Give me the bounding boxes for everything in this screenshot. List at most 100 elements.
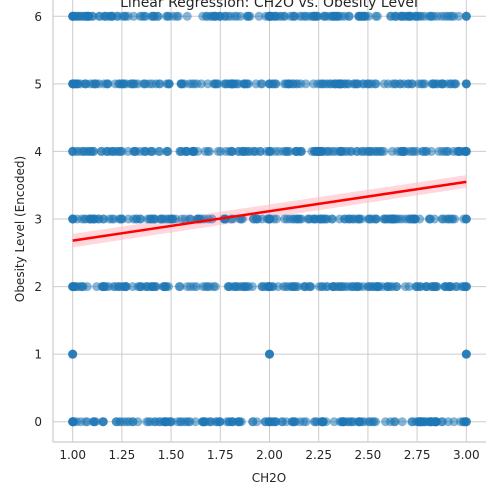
x-tick-label: 2.75	[404, 448, 431, 462]
regression-line-group	[72, 180, 467, 242]
scatter-point	[304, 214, 314, 224]
scatter-point	[427, 11, 437, 21]
scatter-points	[68, 11, 471, 427]
scatter-point	[200, 146, 210, 156]
scatter-point	[185, 214, 195, 224]
scatter-point	[265, 214, 274, 224]
scatter-point	[332, 11, 342, 21]
scatter-point	[249, 214, 259, 224]
scatter-point	[233, 146, 243, 156]
scatter-point	[388, 79, 398, 89]
x-tick-label: 1.75	[207, 448, 234, 462]
scatter-point	[227, 417, 237, 427]
scatter-point	[370, 79, 380, 89]
scatter-point	[386, 11, 396, 21]
scatter-point	[110, 79, 120, 89]
scatter-point	[250, 146, 260, 156]
y-tick-label: 1	[34, 348, 42, 362]
chart-title: Linear Regression: CH2O vs. Obesity Leve…	[120, 0, 418, 11]
scatter-point	[154, 79, 164, 89]
scatter-point	[317, 214, 327, 224]
scatter-point	[114, 214, 124, 224]
y-tick-label: 4	[34, 145, 42, 159]
scatter-point	[444, 282, 454, 292]
scatter-point	[244, 146, 254, 156]
scatter-point	[461, 417, 471, 427]
scatter-point	[403, 11, 413, 21]
scatter-point	[198, 282, 208, 292]
scatter-point	[190, 417, 200, 427]
scatter-point	[338, 417, 348, 427]
y-tick-label: 6	[34, 10, 42, 24]
y-tick-label: 3	[34, 213, 42, 227]
scatter-point	[281, 146, 291, 156]
scatter-point	[358, 79, 368, 89]
scatter-point	[128, 282, 138, 292]
scatter-point	[314, 282, 324, 292]
scatter-point	[226, 11, 236, 21]
scatter-point	[353, 417, 363, 427]
scatter-point	[317, 417, 327, 427]
scatter-point	[200, 417, 210, 427]
x-tick-label: 1.50	[158, 448, 185, 462]
scatter-point	[288, 79, 298, 89]
scatter-point	[227, 146, 237, 156]
scatter-point	[344, 11, 354, 21]
scatter-point	[443, 146, 453, 156]
scatter-point	[327, 214, 337, 224]
scatter-point	[410, 11, 420, 21]
scatter-point	[68, 146, 78, 156]
scatter-point	[244, 11, 254, 21]
scatter-point	[203, 79, 213, 89]
scatter-point	[265, 417, 274, 427]
scatter-point	[126, 79, 136, 89]
scatter-point	[407, 146, 417, 156]
scatter-point	[299, 282, 309, 292]
scatter-point	[174, 282, 184, 292]
scatter-point	[379, 79, 389, 89]
scatter-point	[426, 146, 436, 156]
scatter-point	[68, 349, 78, 359]
scatter-point	[371, 214, 381, 224]
scatter-point	[429, 417, 439, 427]
x-tick-label: 2.50	[355, 448, 382, 462]
scatter-point	[147, 79, 157, 89]
scatter-point	[123, 146, 133, 156]
scatter-point	[461, 79, 471, 89]
scatter-point	[311, 11, 321, 21]
scatter-point	[390, 417, 400, 427]
scatter-point	[349, 282, 359, 292]
scatter-point	[352, 146, 362, 156]
scatter-point	[68, 79, 78, 89]
scatter-point	[159, 282, 169, 292]
scatter-point	[429, 79, 439, 89]
scatter-point	[164, 79, 174, 89]
scatter-point	[99, 214, 109, 224]
scatter-point	[123, 214, 133, 224]
scatter-point	[283, 282, 293, 292]
scatter-point	[219, 79, 229, 89]
y-tick-labels: 0 1 2 3 4 5 6	[34, 10, 42, 429]
scatter-point	[212, 79, 222, 89]
y-tick-label: 0	[34, 415, 42, 429]
scatter-point	[320, 11, 330, 21]
scatter-point	[345, 214, 355, 224]
scatter-point	[280, 11, 290, 21]
regression-line	[72, 180, 467, 242]
scatter-point	[461, 282, 471, 292]
scatter-point	[162, 146, 172, 156]
scatter-point	[77, 214, 87, 224]
scatter-point	[168, 214, 178, 224]
scatter-point	[82, 417, 92, 427]
scatter-point	[206, 417, 216, 427]
scatter-point	[108, 146, 118, 156]
scatter-point	[155, 146, 165, 156]
scatter-point	[248, 417, 258, 427]
scatter-point	[443, 417, 453, 427]
scatter-point	[189, 79, 199, 89]
scatter-point	[271, 79, 281, 89]
x-tick-label: 2.25	[305, 448, 332, 462]
scatter-point	[372, 11, 382, 21]
scatter-point	[137, 282, 147, 292]
